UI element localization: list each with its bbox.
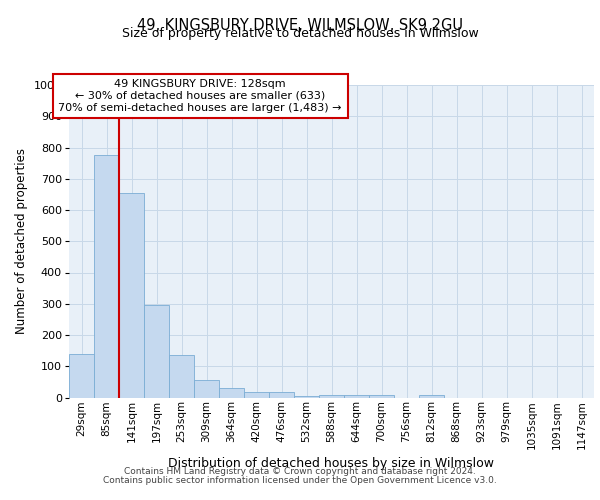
Bar: [194, 380, 219, 398]
Bar: [69, 354, 94, 398]
Bar: [244, 392, 269, 398]
Bar: [319, 396, 344, 398]
Bar: [219, 388, 244, 398]
Text: Contains public sector information licensed under the Open Government Licence v3: Contains public sector information licen…: [103, 476, 497, 485]
Text: 49, KINGSBURY DRIVE, WILMSLOW, SK9 2GU: 49, KINGSBURY DRIVE, WILMSLOW, SK9 2GU: [137, 18, 463, 32]
Bar: [119, 193, 144, 398]
Text: Contains HM Land Registry data © Crown copyright and database right 2024.: Contains HM Land Registry data © Crown c…: [124, 467, 476, 476]
Bar: [169, 356, 194, 398]
Bar: [344, 395, 369, 398]
X-axis label: Distribution of detached houses by size in Wilmslow: Distribution of detached houses by size …: [169, 458, 494, 470]
Bar: [94, 156, 119, 398]
Bar: [269, 392, 294, 398]
Bar: [369, 396, 394, 398]
Bar: [294, 396, 319, 398]
Y-axis label: Number of detached properties: Number of detached properties: [16, 148, 29, 334]
Text: Size of property relative to detached houses in Wilmslow: Size of property relative to detached ho…: [122, 28, 478, 40]
Text: 49 KINGSBURY DRIVE: 128sqm
← 30% of detached houses are smaller (633)
70% of sem: 49 KINGSBURY DRIVE: 128sqm ← 30% of deta…: [59, 80, 342, 112]
Bar: [144, 306, 169, 398]
Bar: [419, 395, 444, 398]
